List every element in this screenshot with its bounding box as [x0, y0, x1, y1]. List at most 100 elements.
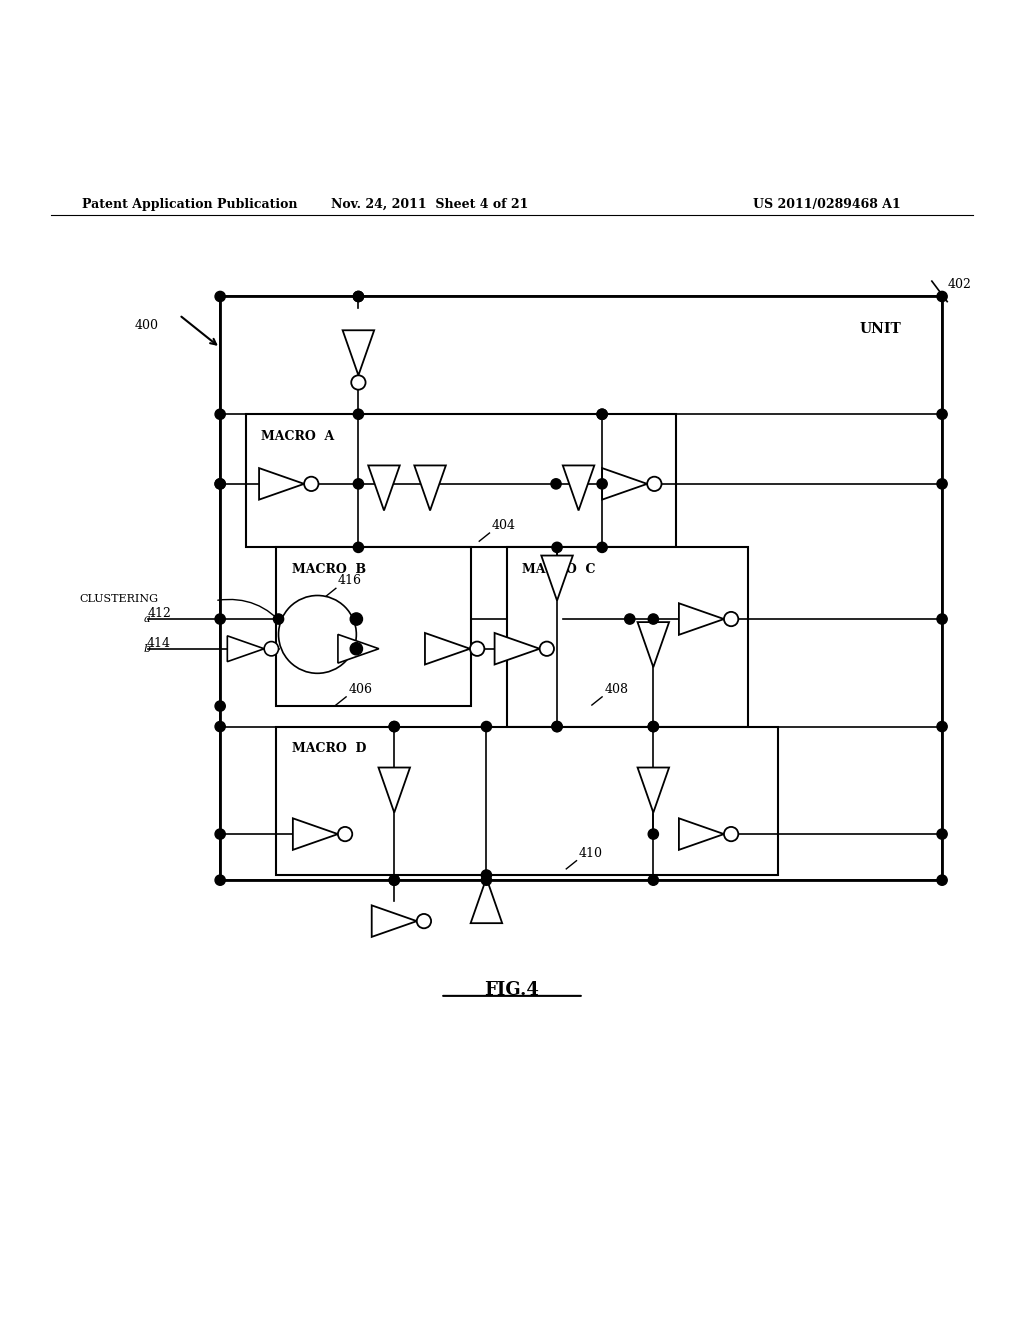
- Polygon shape: [495, 634, 540, 664]
- Text: 400: 400: [135, 318, 159, 331]
- Polygon shape: [293, 818, 338, 850]
- Circle shape: [264, 642, 279, 656]
- Circle shape: [648, 829, 658, 840]
- Circle shape: [215, 722, 225, 731]
- Circle shape: [215, 875, 225, 886]
- Circle shape: [353, 479, 364, 488]
- Polygon shape: [425, 634, 470, 664]
- Circle shape: [353, 543, 364, 553]
- Circle shape: [648, 722, 658, 731]
- Polygon shape: [372, 906, 417, 937]
- Circle shape: [215, 479, 225, 488]
- Circle shape: [647, 477, 662, 491]
- Polygon shape: [379, 767, 410, 813]
- Polygon shape: [227, 636, 264, 661]
- Bar: [507, 548, 748, 726]
- Circle shape: [481, 875, 492, 886]
- Circle shape: [552, 722, 562, 731]
- Bar: [276, 548, 471, 706]
- Circle shape: [724, 612, 738, 626]
- Polygon shape: [638, 622, 669, 667]
- Text: b: b: [143, 644, 151, 653]
- Circle shape: [273, 614, 284, 624]
- Polygon shape: [679, 603, 724, 635]
- Polygon shape: [638, 767, 669, 813]
- Polygon shape: [415, 466, 445, 511]
- Circle shape: [389, 722, 399, 731]
- Bar: [276, 726, 778, 875]
- Text: 412: 412: [147, 607, 171, 620]
- Circle shape: [481, 722, 492, 731]
- Circle shape: [350, 643, 362, 655]
- Circle shape: [937, 479, 947, 488]
- Circle shape: [937, 614, 947, 624]
- Polygon shape: [338, 635, 379, 663]
- Circle shape: [597, 543, 607, 553]
- Text: US 2011/0289468 A1: US 2011/0289468 A1: [754, 198, 901, 211]
- Circle shape: [215, 701, 225, 711]
- Circle shape: [937, 722, 947, 731]
- Text: 414: 414: [147, 638, 171, 651]
- Circle shape: [470, 642, 484, 656]
- Polygon shape: [369, 466, 399, 511]
- Circle shape: [353, 292, 364, 301]
- Text: FIG.4: FIG.4: [484, 981, 540, 999]
- Circle shape: [937, 875, 947, 886]
- Circle shape: [215, 479, 225, 488]
- Circle shape: [597, 479, 607, 488]
- Circle shape: [304, 477, 318, 491]
- Circle shape: [937, 829, 947, 840]
- Circle shape: [552, 722, 562, 731]
- Text: UNIT: UNIT: [859, 322, 901, 337]
- Circle shape: [215, 829, 225, 840]
- Circle shape: [215, 409, 225, 420]
- Circle shape: [389, 875, 399, 886]
- Text: MACRO  B: MACRO B: [292, 562, 366, 576]
- Text: MACRO  C: MACRO C: [522, 562, 596, 576]
- Circle shape: [724, 826, 738, 841]
- Text: MACRO  A: MACRO A: [261, 429, 335, 442]
- Text: 406: 406: [348, 682, 372, 696]
- Text: Nov. 24, 2011  Sheet 4 of 21: Nov. 24, 2011 Sheet 4 of 21: [332, 198, 528, 211]
- Polygon shape: [563, 466, 594, 511]
- Circle shape: [389, 875, 399, 886]
- Circle shape: [648, 722, 658, 731]
- Circle shape: [937, 292, 947, 301]
- Polygon shape: [602, 469, 647, 500]
- Bar: [246, 414, 676, 548]
- Circle shape: [481, 870, 492, 880]
- Circle shape: [351, 375, 366, 389]
- Polygon shape: [471, 878, 502, 923]
- Circle shape: [648, 614, 658, 624]
- Circle shape: [540, 642, 554, 656]
- Circle shape: [215, 614, 225, 624]
- Circle shape: [552, 543, 562, 553]
- Circle shape: [597, 409, 607, 420]
- Text: Patent Application Publication: Patent Application Publication: [82, 198, 297, 211]
- Text: 416: 416: [338, 574, 361, 587]
- Circle shape: [279, 595, 356, 673]
- Polygon shape: [679, 818, 724, 850]
- Polygon shape: [259, 469, 304, 500]
- Circle shape: [551, 479, 561, 488]
- Circle shape: [389, 722, 399, 731]
- Circle shape: [350, 612, 362, 626]
- Circle shape: [648, 875, 658, 886]
- Polygon shape: [542, 556, 572, 601]
- Text: a: a: [143, 614, 150, 624]
- Text: MACRO  D: MACRO D: [292, 742, 367, 755]
- Bar: [220, 297, 942, 880]
- Circle shape: [625, 614, 635, 624]
- Text: CLUSTERING: CLUSTERING: [80, 594, 159, 603]
- Text: 408: 408: [604, 682, 628, 696]
- Circle shape: [353, 292, 364, 301]
- Text: 402: 402: [947, 279, 971, 292]
- Circle shape: [338, 826, 352, 841]
- Circle shape: [353, 409, 364, 420]
- Text: 404: 404: [492, 519, 515, 532]
- Circle shape: [417, 913, 431, 928]
- Circle shape: [215, 292, 225, 301]
- Circle shape: [597, 409, 607, 420]
- Text: 410: 410: [579, 846, 602, 859]
- Polygon shape: [343, 330, 374, 375]
